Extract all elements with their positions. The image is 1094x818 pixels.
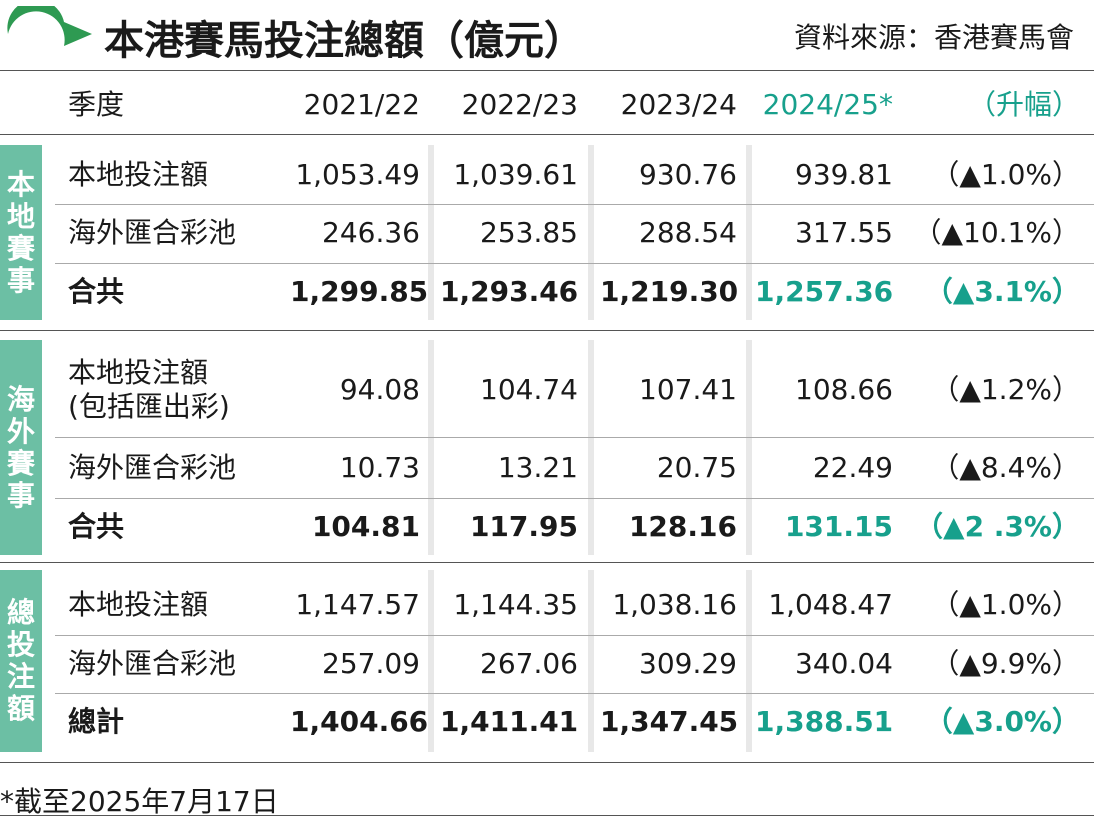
logo-text: 明 [20, 18, 48, 51]
column-separator [428, 145, 434, 320]
cell-value: 22.49 [812, 451, 893, 484]
cell-value: 1,347.45 [600, 705, 739, 738]
column-separator [746, 570, 752, 752]
row-label: 海外匯合彩池 [68, 216, 237, 249]
row-label: 本地投注額 (包括匯出彩) [68, 356, 230, 423]
cell-value: （▲1.0%） [931, 158, 1080, 191]
cell-value: （▲2 .3%） [915, 510, 1080, 543]
title: 本港賽馬投注總額（億元） [104, 18, 584, 64]
cell-value: 10.73 [339, 451, 420, 484]
cell-value: 267.06 [480, 647, 578, 680]
column-header: 2023/24 [620, 88, 737, 121]
cell-value: 1,257.36 [755, 275, 894, 308]
row-label: 海外匯合彩池 [68, 451, 237, 484]
row-label: 本地投注額 [68, 158, 209, 191]
rule [0, 134, 1094, 135]
cell-value: 128.16 [628, 510, 737, 543]
column-separator [746, 340, 752, 555]
cell-value: （▲3.0%） [924, 705, 1080, 738]
cell-value: （▲3.1%） [924, 275, 1080, 308]
cell-value: 13.21 [497, 451, 578, 484]
column-separator [588, 570, 594, 752]
row-label: 本地投注額 [68, 588, 209, 621]
cell-value: 94.08 [339, 373, 420, 406]
cell-value: （▲1.2%） [931, 373, 1080, 406]
cell-value: 1,048.47 [768, 588, 893, 621]
cell-value: 20.75 [656, 451, 737, 484]
cell-value: 317.55 [795, 216, 893, 249]
cell-value: 1,039.61 [453, 158, 578, 191]
cell-value: 108.66 [795, 373, 893, 406]
cell-value: 1,219.30 [600, 275, 739, 308]
cell-value: 1,299.85 [290, 275, 429, 308]
source: 資料來源：香港賽馬會 [793, 21, 1074, 54]
cell-value: 1,411.41 [440, 705, 579, 738]
rule [0, 815, 1094, 816]
column-header: 2024/25* [762, 88, 893, 121]
row-separator [55, 634, 1094, 636]
cell-value: 1,388.51 [755, 705, 894, 738]
cell-value: 930.76 [639, 158, 737, 191]
column-header: 2021/22 [303, 88, 420, 121]
row-label: 海外匯合彩池 [68, 647, 237, 680]
cell-value: （▲1.0%） [931, 588, 1080, 621]
column-header: 2022/23 [461, 88, 578, 121]
row-separator [55, 262, 1094, 264]
cell-value: 1,144.35 [453, 588, 578, 621]
row-label: 合共 [68, 510, 125, 543]
rule [0, 562, 1094, 563]
rule [0, 762, 1094, 763]
cell-value: 104.81 [311, 510, 420, 543]
cell-value: （▲10.1%） [913, 216, 1080, 249]
cell-value: 104.74 [480, 373, 578, 406]
cell-value: 1,293.46 [440, 275, 579, 308]
cell-value: 1,038.16 [612, 588, 737, 621]
row-separator [55, 204, 1094, 205]
rule [0, 330, 1094, 331]
row-separator [55, 437, 1094, 438]
row-label: 合共 [68, 275, 125, 308]
cell-value: （▲9.9%） [931, 647, 1080, 680]
cell-value: （▲8.4%） [931, 451, 1080, 484]
column-separator [428, 340, 434, 555]
column-separator [746, 145, 752, 320]
cell-value: 939.81 [795, 158, 893, 191]
row-label: 總計 [68, 705, 125, 738]
group-label: 本地賽事 [0, 145, 42, 320]
row-separator [55, 693, 1094, 694]
group-label: 總投注額 [0, 570, 42, 752]
group-label: 海外賽事 [0, 340, 42, 555]
logo: 明 [7, 6, 92, 51]
cell-value: 1,053.49 [295, 158, 420, 191]
cell-value: 257.09 [322, 647, 420, 680]
column-header: （升幅） [967, 88, 1080, 121]
column-separator [428, 570, 434, 752]
rule [0, 70, 1094, 71]
cell-value: 1,147.57 [295, 588, 420, 621]
column-header: 季度 [68, 88, 125, 121]
cell-value: 340.04 [795, 647, 893, 680]
row-separator [55, 497, 1094, 499]
column-separator [588, 145, 594, 320]
cell-value: 117.95 [469, 510, 578, 543]
cell-value: 309.29 [639, 647, 737, 680]
cell-value: 131.15 [784, 510, 893, 543]
column-separator [588, 340, 594, 555]
footnote: *截至2025年7月17日 [0, 785, 279, 818]
cell-value: 288.54 [639, 216, 737, 249]
cell-value: 1,404.66 [290, 705, 429, 738]
cell-value: 107.41 [639, 373, 737, 406]
cell-value: 246.36 [322, 216, 420, 249]
cell-value: 253.85 [480, 216, 578, 249]
